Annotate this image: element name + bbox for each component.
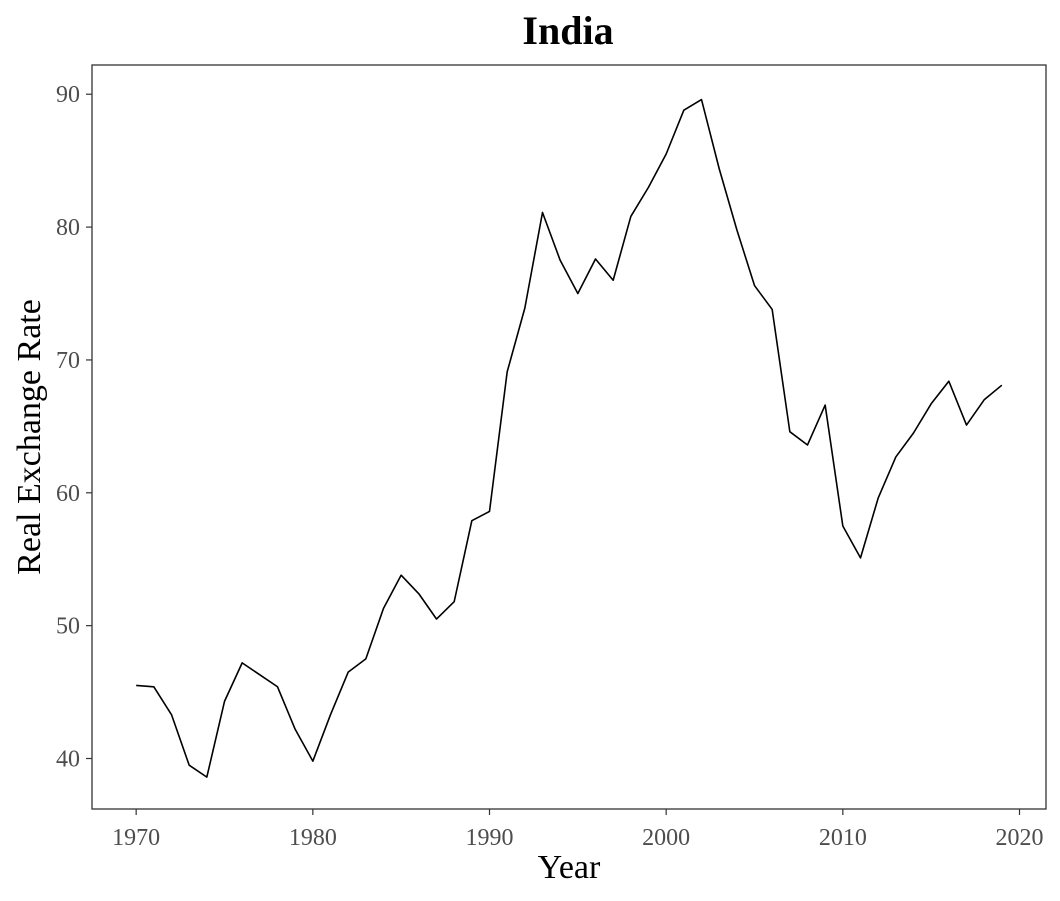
- x-axis: 1970 1980 1990 2000 2010 2020: [112, 809, 1044, 851]
- y-tick-label: 90: [56, 82, 80, 108]
- y-axis: 40 50 60 70 80 90: [56, 82, 92, 773]
- y-tick-label: 50: [56, 614, 80, 640]
- plot-panel: [91, 64, 1047, 810]
- y-axis-title: Real Exchange Rate: [11, 299, 48, 575]
- plot-area: [136, 98, 1003, 778]
- x-tick-label: 1980: [289, 825, 337, 851]
- y-tick-label: 40: [56, 747, 80, 773]
- y-tick-label: 70: [56, 348, 80, 374]
- series-line: [136, 98, 1003, 778]
- x-axis-title: Year: [538, 849, 601, 886]
- x-tick-label: 1970: [112, 825, 160, 851]
- y-tick-label: 80: [56, 215, 80, 241]
- chart-title: India: [522, 8, 613, 53]
- x-tick-label: 2010: [819, 825, 867, 851]
- x-tick-label: 2020: [996, 825, 1044, 851]
- x-tick-label: 1990: [466, 825, 514, 851]
- x-tick-label: 2000: [642, 825, 690, 851]
- y-tick-label: 60: [56, 481, 80, 507]
